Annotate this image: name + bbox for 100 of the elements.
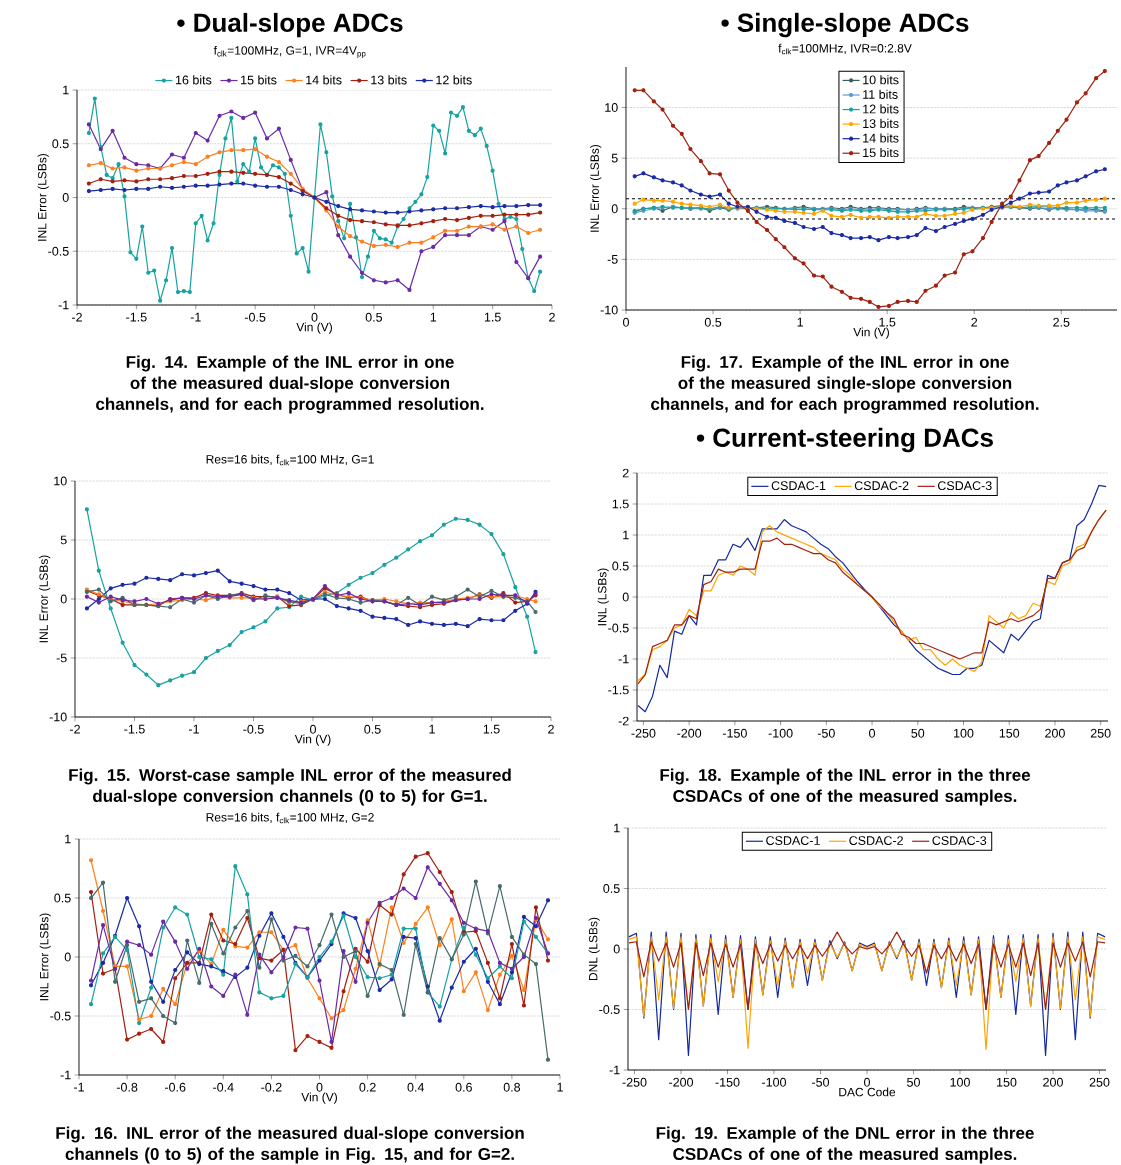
y-tick-label: 1.5 <box>612 499 629 509</box>
x-tick-label: -0.8 <box>116 1082 138 1092</box>
y-axis-title: DNL (LSBs) <box>588 917 600 981</box>
legend-label: CSDAC-3 <box>932 836 987 845</box>
y-tick-label: 1 <box>614 823 620 833</box>
legend-label: 15 bits <box>241 75 277 85</box>
y-tick-label: 1 <box>65 834 71 844</box>
y-tick-label: 0 <box>64 952 71 962</box>
y-tick-label: 2 <box>622 468 629 478</box>
chart-title: • Current-steering DACs <box>696 427 993 453</box>
x-tick-label: 0 <box>316 1082 323 1092</box>
y-tick-label: 0 <box>613 944 620 954</box>
y-tick-label: 0 <box>62 193 69 202</box>
y-axis-title: INL Error (LSBs) <box>37 153 49 241</box>
x-tick-label: -150 <box>722 728 747 738</box>
legend-label: CSDAC-3 <box>937 481 992 491</box>
legend-label: 12 bits <box>863 104 899 114</box>
x-tick-label: -50 <box>812 1077 830 1087</box>
x-tick-label: 2 <box>549 312 555 322</box>
y-tick-label: 5 <box>611 153 618 163</box>
chart-title: Res=16 bits, f$_{clk}$=100 MHz, G=2 <box>206 812 374 824</box>
x-tick-label: 1.5 <box>484 312 501 322</box>
y-tick-label: 0 <box>60 594 67 604</box>
legend-label: 11 bits <box>863 89 898 99</box>
x-tick-label: 50 <box>911 728 925 738</box>
x-tick-label: 1 <box>430 312 437 322</box>
x-tick-label: 200 <box>1043 1077 1063 1087</box>
x-tick-label: 0 <box>310 724 316 734</box>
x-tick-label: 1 <box>429 724 435 734</box>
y-tick-label: 5 <box>60 535 67 545</box>
x-tick-label: -100 <box>768 728 793 738</box>
x-tick-label: -0.2 <box>261 1082 282 1092</box>
x-tick-label: 2.5 <box>1053 317 1070 327</box>
y-tick-label: -5 <box>56 653 67 663</box>
y-tick-label: 0 <box>611 204 618 214</box>
legend-label: CSDAC-2 <box>854 481 909 491</box>
y-tick-label: -0.5 <box>608 623 629 633</box>
x-tick-label: -1.5 <box>126 312 147 322</box>
x-tick-label: -250 <box>631 728 656 738</box>
legend-label: 13 bits <box>863 118 899 129</box>
x-tick-label: 200 <box>1045 728 1065 738</box>
x-tick-label: 0.6 <box>455 1082 472 1092</box>
x-tick-label: -1.5 <box>124 724 145 734</box>
caption: Fig. 14. Example of the INL error in one of the measured dual-slope conversion channels, and for each programmed resolution. <box>96 355 484 414</box>
chart-subtitle: f$_{clk}$=100MHz, G=1, IVR=4V$_{pp}$ <box>213 45 366 59</box>
legend-label: 12 bits <box>436 75 472 85</box>
legend-label: 13 bits <box>371 75 407 85</box>
y-tick-label: 0 <box>622 592 629 602</box>
y-tick-label: 0.5 <box>52 139 69 149</box>
x-tick-label: 1.5 <box>483 724 500 734</box>
x-tick-label: 0 <box>864 1077 870 1087</box>
x-tick-label: 150 <box>999 728 1020 738</box>
y-tick-label: -2 <box>618 716 629 726</box>
x-tick-label: 0.8 <box>503 1082 521 1092</box>
x-tick-label: -0.4 <box>213 1082 234 1092</box>
chart-title: • Single-slope ADCs <box>721 12 969 38</box>
legend-label: CSDAC-1 <box>771 481 826 491</box>
x-tick-label: 1 <box>797 317 803 327</box>
caption: Fig. 17. Example of the INL error in one of the measured single-slope conversion channels, and for each programmed resolution. <box>651 355 1039 414</box>
x-tick-label: -50 <box>817 728 835 738</box>
x-axis-title: Vin (V) <box>853 327 889 339</box>
y-tick-label: -1.5 <box>608 685 629 695</box>
y-tick-label: -1 <box>58 300 69 310</box>
x-tick-label: -200 <box>677 728 702 738</box>
x-axis-title: Vin (V) <box>294 734 331 746</box>
legend-label: 10 bits <box>863 75 899 85</box>
y-tick-label: 0.5 <box>54 893 71 903</box>
x-tick-label: -1 <box>73 1082 84 1092</box>
caption: Fig. 18. Example of the INL error in the three CSDACs of one of the measured samples. <box>660 768 1031 806</box>
y-tick-label: -0.5 <box>599 1005 620 1014</box>
y-tick-label: -10 <box>49 712 67 722</box>
x-tick-label: 0.2 <box>359 1082 376 1092</box>
x-tick-label: 2 <box>548 724 554 734</box>
y-tick-label: -1 <box>60 1070 71 1080</box>
x-tick-label: 250 <box>1089 1077 1110 1087</box>
legend-label: 16 bits <box>175 75 212 85</box>
legend-label: 14 bits <box>863 133 899 143</box>
y-tick-label: -1 <box>609 1065 620 1075</box>
x-tick-label: 100 <box>954 728 974 738</box>
x-tick-label: -0.6 <box>164 1082 186 1092</box>
legend-label: CSDAC-1 <box>766 836 820 845</box>
y-tick-label: 1 <box>623 530 629 540</box>
x-tick-label: 100 <box>950 1077 970 1087</box>
x-axis-title: Vin (V) <box>296 322 332 334</box>
x-tick-label: -0.5 <box>244 312 266 322</box>
y-tick-label: -0.5 <box>50 1011 71 1021</box>
x-tick-label: -200 <box>669 1077 694 1087</box>
x-tick-label: 1 <box>557 1082 563 1092</box>
x-tick-label: 1.5 <box>879 317 896 327</box>
y-tick-label: -0.5 <box>48 246 69 256</box>
y-tick-label: 1 <box>63 85 69 95</box>
y-tick-label: 10 <box>54 476 67 486</box>
legend-label: 14 bits <box>306 75 342 85</box>
y-axis-title: INL Error (LSBs) <box>39 913 51 1001</box>
y-tick-label: 0.5 <box>603 884 620 893</box>
x-tick-label: 250 <box>1090 728 1111 738</box>
x-tick-label: 150 <box>997 1077 1017 1087</box>
x-tick-label: 0.5 <box>704 317 722 327</box>
x-tick-label: -1 <box>190 312 201 322</box>
x-tick-label: 0.4 <box>407 1082 425 1092</box>
